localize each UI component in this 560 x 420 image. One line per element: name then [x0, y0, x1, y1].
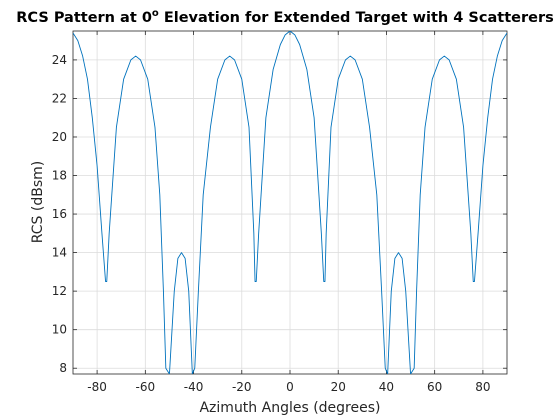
y-tick-label: 20 [52, 130, 67, 144]
x-tick-label: -80 [87, 380, 107, 394]
y-tick-label: 8 [59, 361, 67, 375]
x-axis-ticks: -80 -60 -40 -20 0 20 40 60 80 [87, 31, 491, 394]
y-tick-label: 10 [52, 323, 67, 337]
x-tick-label: -60 [136, 380, 156, 394]
x-tick-label: 80 [475, 380, 490, 394]
y-tick-label: 18 [52, 169, 67, 183]
y-gridlines [73, 59, 507, 369]
x-gridlines [96, 31, 484, 374]
x-axis-label: Azimuth Angles (degrees) [199, 400, 380, 416]
y-tick-label: 16 [52, 207, 67, 221]
y-axis-ticks: 8 10 12 14 16 18 20 22 24 [52, 53, 507, 375]
x-tick-label: 20 [331, 380, 346, 394]
x-tick-label: -20 [232, 380, 252, 394]
y-tick-label: 24 [52, 53, 67, 67]
x-tick-label: 0 [286, 380, 294, 394]
chart-title: RCS Pattern at 0o Elevation for Extended… [16, 8, 553, 26]
rcs-series-line [73, 31, 507, 374]
y-tick-label: 12 [52, 284, 67, 298]
x-tick-label: -40 [184, 380, 204, 394]
x-tick-label: 40 [379, 380, 394, 394]
series-layer [73, 31, 507, 374]
x-tick-label: 60 [427, 380, 442, 394]
y-tick-label: 14 [52, 246, 67, 260]
y-tick-label: 22 [52, 91, 67, 105]
y-axis-label: RCS (dBsm) [30, 161, 46, 244]
